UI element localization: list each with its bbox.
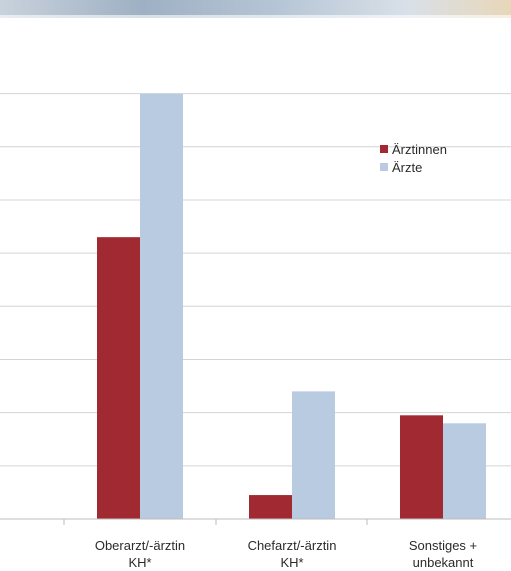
legend-label: Ärzte xyxy=(392,160,422,175)
legend-swatch xyxy=(380,145,388,153)
x-tick-label: Chefarzt/-ärztin KH* xyxy=(248,538,337,570)
bars xyxy=(97,93,486,520)
bar-aerztinnen-2 xyxy=(249,495,292,519)
bar-aerzte-1 xyxy=(140,93,183,520)
header-photo-strip xyxy=(0,0,511,18)
x-ticks: Oberarzt/-ärztin KH* Chefarzt/-ärztin KH* So… xyxy=(63,519,477,570)
x-tick-label: Sonstiges + unbekannt xyxy=(409,538,477,570)
legend-label: Ärztinnen xyxy=(392,142,447,157)
bar-aerztinnen-1 xyxy=(97,237,140,519)
bar-aerzte-2 xyxy=(292,391,335,519)
legend-swatch xyxy=(380,163,388,171)
gridlines xyxy=(0,93,511,467)
legend: Ärztinnen Ärzte xyxy=(380,142,447,175)
x-tick-label: Oberarzt/-ärztin KH* xyxy=(95,538,185,570)
bar-aerztinnen-3 xyxy=(400,415,443,519)
bar-aerzte-3 xyxy=(443,423,486,519)
